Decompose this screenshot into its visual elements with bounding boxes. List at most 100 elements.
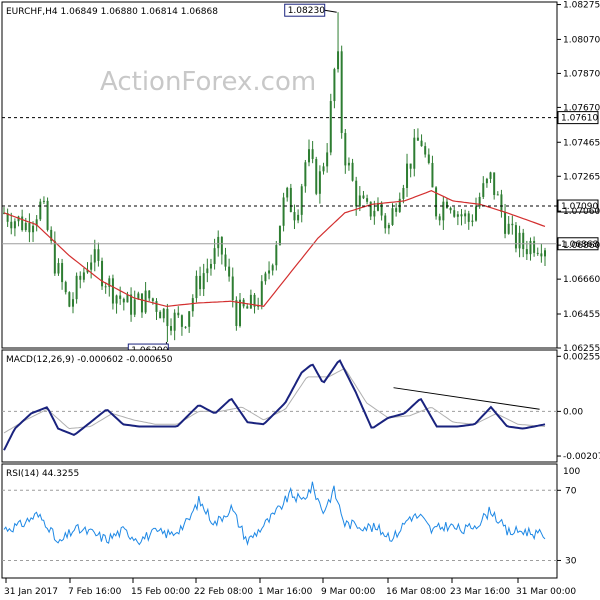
price-candle-body [478,196,481,207]
price-candle-body [90,262,93,270]
price-candle-body [122,298,125,303]
price-candle-body [507,223,510,234]
price-candle-body [431,162,434,188]
price-candle-body [195,275,198,299]
price-candle-body [282,197,285,226]
price-candle-body [373,210,376,217]
price-candle-body [82,272,85,280]
price-candle-body [224,254,227,267]
price-candle-body [199,275,202,290]
price-candle-body [347,162,350,166]
price-candle-body [442,201,445,221]
price-candle-body [318,171,321,194]
price-candle-body [453,210,456,217]
price-candle-body [21,216,24,231]
price-candle-body [275,245,278,266]
price-candle-body [191,298,194,312]
price-candle-body [180,315,183,327]
macd-header: MACD(12,26,9) -0.000602 -0.000650 [6,355,173,365]
price-candle-body [86,269,89,273]
price-candle-body [467,213,470,222]
price-y-tick-label: 1.06455 [563,310,600,320]
price-candle-body [173,312,176,331]
price-levels: 1.07610 1.07090 1.06868 [2,111,599,251]
price-panel [1,1,558,349]
price-candle-body [398,198,401,212]
price-candle-body [402,188,405,199]
price-candle-body [217,236,220,249]
price-candle-body [32,225,35,233]
price-candle-body [300,186,303,215]
price-candle-body [518,232,521,249]
price-y-tick-label: 1.08070 [563,35,600,45]
price-candle-body [522,232,525,250]
macd-y-tick-label: 0.002557 [563,352,600,362]
annotation-pointer [324,9,337,13]
price-candle-body [159,311,162,319]
annotation-box [284,3,326,17]
price-candle-body [130,294,133,315]
price-candle-body [438,216,441,221]
rsi-y-axis: 70 30 100 [557,467,580,566]
price-candle-body [10,221,13,229]
price-candle-body [395,208,398,212]
price-y-tick-label: 1.06860 [563,241,600,251]
price-candle-body [239,299,242,326]
price-candle-body [71,299,74,307]
price-candle-body [445,201,448,209]
price-candle-body [311,149,314,159]
price-candle-body [24,222,27,231]
price-candle-body [249,294,252,309]
price-candle-body [427,154,430,163]
price-candle-body [529,241,532,255]
price-candle-body [268,270,271,274]
price-candle-body [391,208,394,225]
price-candle-body [420,140,423,147]
price-candle-body [514,225,517,249]
macd-line [3,359,546,451]
macd-trendline [393,387,540,410]
price-candle-body [387,224,390,229]
watermark-text: ActionForex.com [100,67,316,97]
price-candle-body [126,294,129,303]
price-candle-body [104,286,107,288]
price-candle-body [304,162,307,187]
price-candle-body [133,299,136,315]
price-candle-body [500,194,503,213]
x-tick-label: 22 Feb 08:00 [194,587,253,597]
price-candle-body [28,222,31,233]
symbol-header: EURCHF,H4 1.06849 1.06880 1.06814 1.0686… [6,7,218,17]
rsi-line [3,481,546,546]
moving-average-line [3,190,546,307]
price-level-box [557,111,599,125]
rsi-y-top-label: 100 [563,467,580,477]
price-candle-body [246,306,249,309]
price-candle-body [413,137,416,169]
price-candle-body [184,326,187,328]
price-candle-body [297,214,300,221]
price-candle-body [511,223,514,226]
price-candle-body [97,249,100,261]
price-candle-body [315,158,318,194]
price-candle-body [460,214,463,217]
price-candle-body [369,201,372,217]
price-candle-body [64,282,67,293]
price-candle-body [536,252,539,254]
x-tick-label: 16 Mar 08:00 [386,587,446,597]
price-candle-body [209,263,212,269]
price-y-tick-label: 1.06660 [563,275,600,285]
price-candle-body [75,275,78,300]
price-candle-body [289,187,292,213]
price-candle-body [155,301,158,312]
price-candle-body [111,278,114,304]
price-y-tick-label: 1.06255 [563,344,600,354]
price-level-box [557,237,599,251]
price-candle-body [533,241,536,253]
price-candle-body [162,308,165,319]
price-candle-body [260,281,263,306]
price-candle-body [475,206,478,221]
price-y-tick-label: 1.07670 [563,103,600,113]
price-candle-body [188,311,191,327]
price-candle-body [220,236,223,255]
